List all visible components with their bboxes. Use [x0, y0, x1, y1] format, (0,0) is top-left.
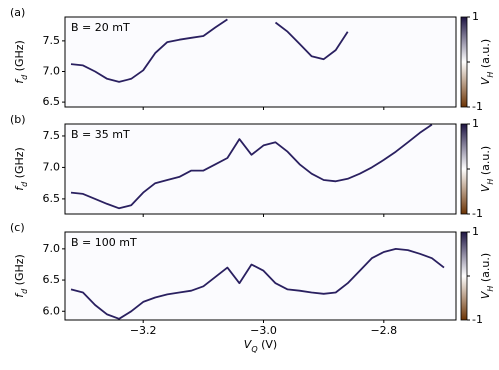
- colorbar-label-unit: (a.u.): [479, 146, 492, 179]
- plot-area: [65, 124, 456, 214]
- y-axis-label-unit: (GHz): [13, 147, 26, 182]
- y-tick-label: 6.0: [43, 304, 61, 317]
- y-axis-label-symbol: f: [13, 292, 26, 298]
- y-axis-label-symbol: f: [13, 78, 26, 84]
- x-tick-label: −2.8: [370, 324, 397, 337]
- x-axis-label: VQ (V): [244, 338, 277, 354]
- colorbar-label-sub: H: [486, 179, 495, 185]
- x-axis-label-unit: (V): [258, 338, 278, 351]
- colorbar-label: VH (a.u.): [479, 146, 495, 192]
- y-axis-label-sub: d: [20, 74, 29, 80]
- colorbar-label-symbol: V: [479, 76, 492, 85]
- colorbar: [460, 231, 468, 321]
- x-axis-label-symbol: V: [244, 338, 253, 351]
- colorbar-tick-label: 1: [472, 10, 479, 23]
- colorbar-tick-label: -1: [472, 207, 483, 220]
- colorbar-tick-label: -1: [472, 313, 483, 326]
- colorbar-label-unit: (a.u.): [479, 39, 492, 72]
- x-axis-label-sub: Q: [251, 345, 257, 354]
- colorbar-label: VH (a.u.): [479, 253, 495, 299]
- resonance-line: [70, 18, 349, 83]
- y-tick-label: 7.5: [43, 129, 61, 142]
- y-axis-label-sub: d: [20, 181, 29, 187]
- y-tick-label: 6.5: [43, 273, 61, 286]
- y-axis-label-unit: (GHz): [13, 254, 26, 289]
- annotation: B = 100 mT: [71, 236, 137, 249]
- annotation: B = 35 mT: [71, 128, 130, 141]
- y-axis-label-symbol: f: [13, 185, 26, 191]
- colorbar: [460, 16, 468, 108]
- y-axis-label: fd (GHz): [13, 40, 29, 84]
- y-axis-label: fd (GHz): [13, 147, 29, 191]
- y-axis-label-unit: (GHz): [13, 40, 26, 75]
- y-tick-label: 7.0: [43, 160, 61, 173]
- x-tick-label: −3.2: [130, 324, 157, 337]
- colorbar-label-unit: (a.u.): [479, 253, 492, 286]
- plot-area: [65, 232, 456, 320]
- y-tick-label: 6.5: [43, 192, 61, 205]
- colorbar-tick-label: 1: [472, 225, 479, 238]
- y-axis-label: fd (GHz): [13, 254, 29, 298]
- y-tick-label: 7.5: [43, 34, 61, 47]
- colorbar-label-symbol: V: [479, 183, 492, 192]
- y-tick-label: 6.5: [43, 95, 61, 108]
- resonance-line: [70, 123, 433, 210]
- resonance-line: [70, 248, 445, 320]
- colorbar: [460, 123, 468, 215]
- axes-frame: [64, 16, 457, 108]
- colorbar-label-sub: H: [486, 286, 495, 292]
- y-tick-label: 7.0: [43, 64, 61, 77]
- x-tick-label: −3.0: [250, 324, 277, 337]
- axes-frame: [64, 231, 457, 321]
- y-tick-label: 7.0: [43, 242, 61, 255]
- colorbar-label-symbol: V: [479, 290, 492, 299]
- annotation: B = 20 mT: [71, 21, 130, 34]
- plot-area: [65, 17, 456, 107]
- colorbar-label: VH (a.u.): [479, 39, 495, 85]
- colorbar-tick-label: 1: [472, 117, 479, 130]
- axes-frame: [64, 123, 457, 215]
- colorbar-label-sub: H: [486, 72, 495, 78]
- panel-label: (a): [10, 6, 25, 19]
- y-axis-label-sub: d: [20, 288, 29, 294]
- panel-label: (c): [10, 221, 25, 234]
- panel-label: (b): [10, 113, 26, 126]
- colorbar-tick-label: -1: [472, 100, 483, 113]
